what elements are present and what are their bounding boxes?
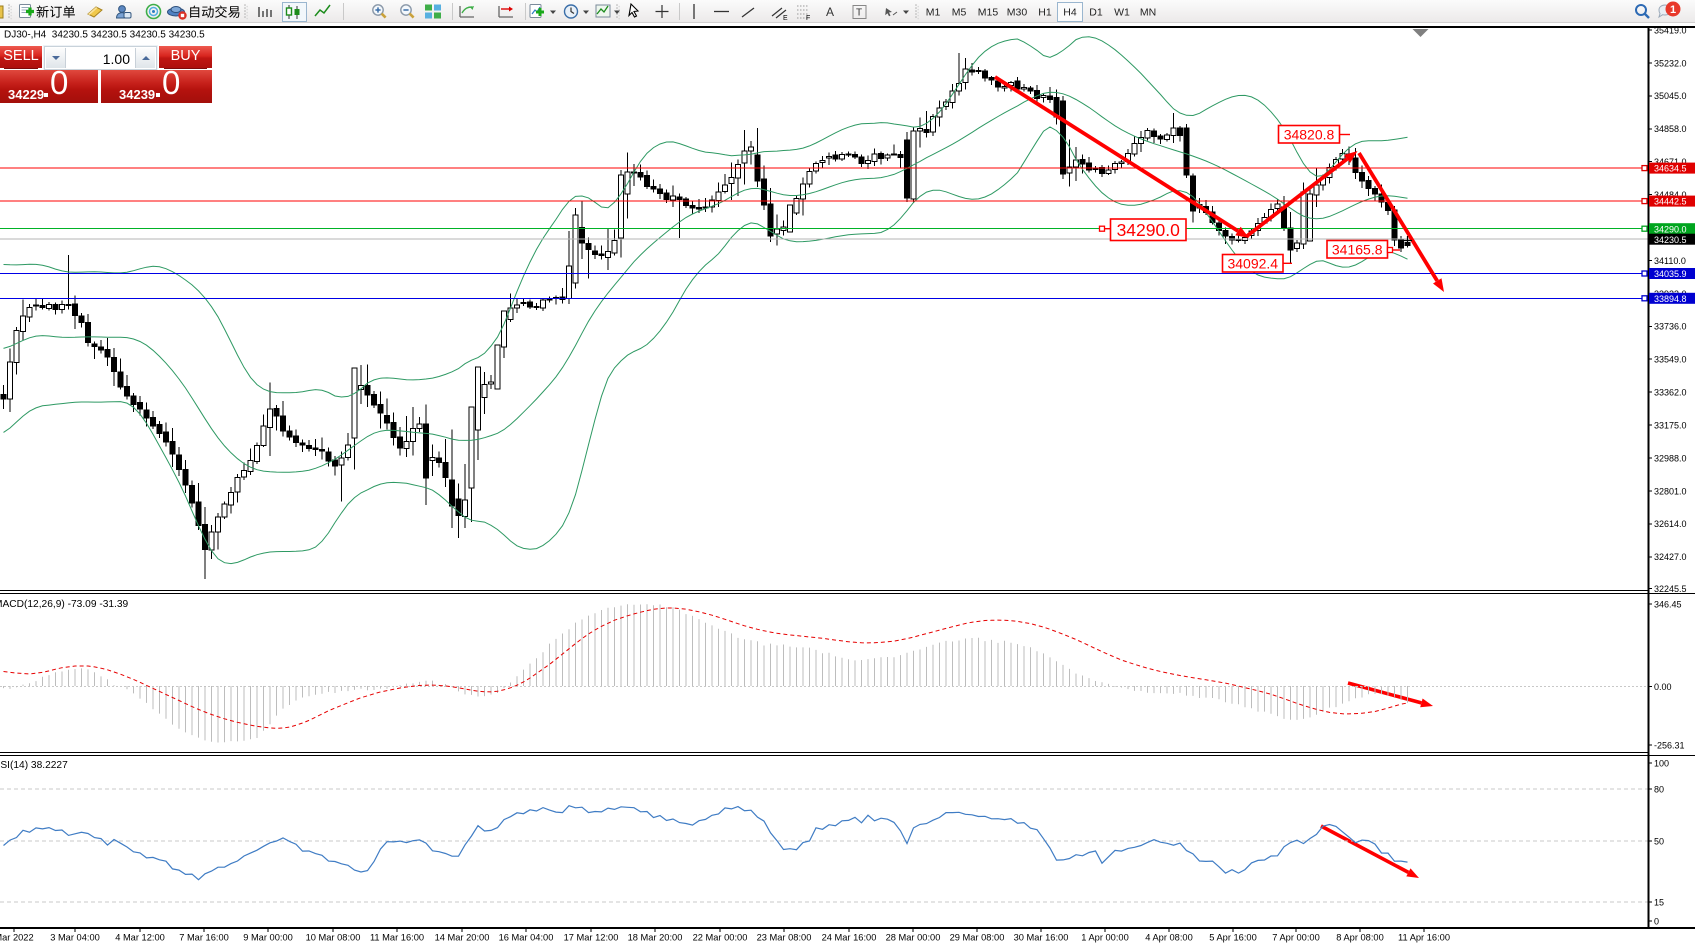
svg-text:34165.8: 34165.8 — [1332, 241, 1383, 257]
svg-text:34671.0: 34671.0 — [1654, 157, 1687, 167]
svg-text:28 Mar 00:00: 28 Mar 00:00 — [886, 933, 941, 943]
svg-text:30 Mar 16:00: 30 Mar 16:00 — [1014, 933, 1069, 943]
svg-text:9 Mar 00:00: 9 Mar 00:00 — [243, 933, 293, 943]
svg-text:W1: W1 — [1114, 7, 1130, 19]
svg-text:29 Mar 08:00: 29 Mar 08:00 — [950, 933, 1005, 943]
svg-text:35045.0: 35045.0 — [1654, 91, 1687, 101]
svg-text:7 Mar 16:00: 7 Mar 16:00 — [179, 933, 229, 943]
svg-text:14 Mar 20:00: 14 Mar 20:00 — [435, 933, 490, 943]
svg-text:H1: H1 — [1038, 7, 1052, 19]
svg-text:34230.5: 34230.5 — [1654, 235, 1687, 245]
svg-text:16 Mar 04:00: 16 Mar 04:00 — [499, 933, 554, 943]
svg-text:1: 1 — [1670, 4, 1676, 16]
svg-text:50: 50 — [1654, 837, 1664, 847]
svg-text:22 Mar 00:00: 22 Mar 00:00 — [693, 933, 748, 943]
svg-text:0.00: 0.00 — [1654, 682, 1672, 692]
svg-text:32988.0: 32988.0 — [1654, 453, 1687, 463]
svg-text:34634.5: 34634.5 — [1654, 164, 1687, 174]
svg-text:MACD(12,26,9) -73.09 -31.39: MACD(12,26,9) -73.09 -31.39 — [0, 599, 129, 610]
svg-text:32245.5: 32245.5 — [1654, 584, 1687, 594]
svg-text:11 Apr 16:00: 11 Apr 16:00 — [1398, 933, 1450, 943]
svg-text:M5: M5 — [952, 7, 967, 19]
svg-text:33549.0: 33549.0 — [1654, 355, 1687, 365]
svg-text:32614.0: 32614.0 — [1654, 519, 1687, 529]
svg-text:24 Mar 16:00: 24 Mar 16:00 — [822, 933, 877, 943]
svg-text:5 Apr 16:00: 5 Apr 16:00 — [1209, 933, 1257, 943]
svg-text:34035.9: 34035.9 — [1654, 269, 1687, 279]
svg-text:32801.0: 32801.0 — [1654, 486, 1687, 496]
svg-text:4 Mar 12:00: 4 Mar 12:00 — [115, 933, 165, 943]
svg-text:M15: M15 — [978, 7, 999, 19]
svg-text:11 Mar 16:00: 11 Mar 16:00 — [370, 933, 424, 943]
svg-text:35232.0: 35232.0 — [1654, 58, 1687, 68]
svg-text:A: A — [826, 5, 834, 19]
svg-text:0: 0 — [1654, 916, 1659, 926]
svg-text:Mar 2022: Mar 2022 — [0, 933, 34, 943]
svg-text:80: 80 — [1654, 784, 1664, 794]
svg-text:H4: H4 — [1063, 7, 1077, 19]
svg-text:34442.5: 34442.5 — [1654, 197, 1687, 207]
svg-text:35419.0: 35419.0 — [1654, 25, 1687, 35]
svg-text:23 Mar 08:00: 23 Mar 08:00 — [757, 933, 812, 943]
svg-text:17 Mar 12:00: 17 Mar 12:00 — [564, 933, 619, 943]
svg-text:T: T — [856, 8, 862, 19]
svg-text:34290.0: 34290.0 — [1654, 224, 1687, 234]
svg-text:3 Mar 04:00: 3 Mar 04:00 — [50, 933, 100, 943]
svg-text:33175.0: 33175.0 — [1654, 421, 1687, 431]
svg-text:E: E — [783, 15, 788, 22]
svg-text:15: 15 — [1654, 897, 1664, 907]
svg-text:33894.8: 33894.8 — [1654, 294, 1687, 304]
svg-text:7 Apr 00:00: 7 Apr 00:00 — [1272, 933, 1320, 943]
svg-text:346.45: 346.45 — [1654, 599, 1682, 609]
svg-text:MN: MN — [1140, 7, 1156, 19]
svg-text:M30: M30 — [1007, 7, 1028, 19]
svg-text:33736.0: 33736.0 — [1654, 322, 1687, 332]
svg-text:33362.0: 33362.0 — [1654, 388, 1687, 398]
svg-text:34290.0: 34290.0 — [1117, 220, 1181, 240]
svg-text:32427.0: 32427.0 — [1654, 552, 1687, 562]
svg-text:-256.31: -256.31 — [1654, 740, 1685, 750]
svg-text:34484.0: 34484.0 — [1654, 190, 1687, 200]
svg-text:34820.8: 34820.8 — [1284, 126, 1335, 142]
svg-text:DJ30-,H4 34230.5 34230.5 3423: DJ30-,H4 34230.5 34230.5 34230.5 34230.5 — [4, 30, 205, 41]
svg-text:100: 100 — [1654, 758, 1669, 768]
svg-text:34858.0: 34858.0 — [1654, 124, 1687, 134]
svg-text:F: F — [806, 15, 810, 22]
svg-text:M1: M1 — [926, 7, 941, 19]
svg-text:34092.4: 34092.4 — [1227, 255, 1278, 271]
svg-text:8 Apr 08:00: 8 Apr 08:00 — [1336, 933, 1384, 943]
svg-text:RSI(14) 38.2227: RSI(14) 38.2227 — [0, 760, 68, 771]
svg-text:18 Mar 20:00: 18 Mar 20:00 — [628, 933, 683, 943]
svg-text:1 Apr 00:00: 1 Apr 00:00 — [1081, 933, 1129, 943]
svg-text:10 Mar 08:00: 10 Mar 08:00 — [306, 933, 361, 943]
svg-text:34110.0: 34110.0 — [1654, 256, 1686, 266]
svg-text:D1: D1 — [1089, 7, 1103, 19]
svg-text:4 Apr 08:00: 4 Apr 08:00 — [1145, 933, 1193, 943]
